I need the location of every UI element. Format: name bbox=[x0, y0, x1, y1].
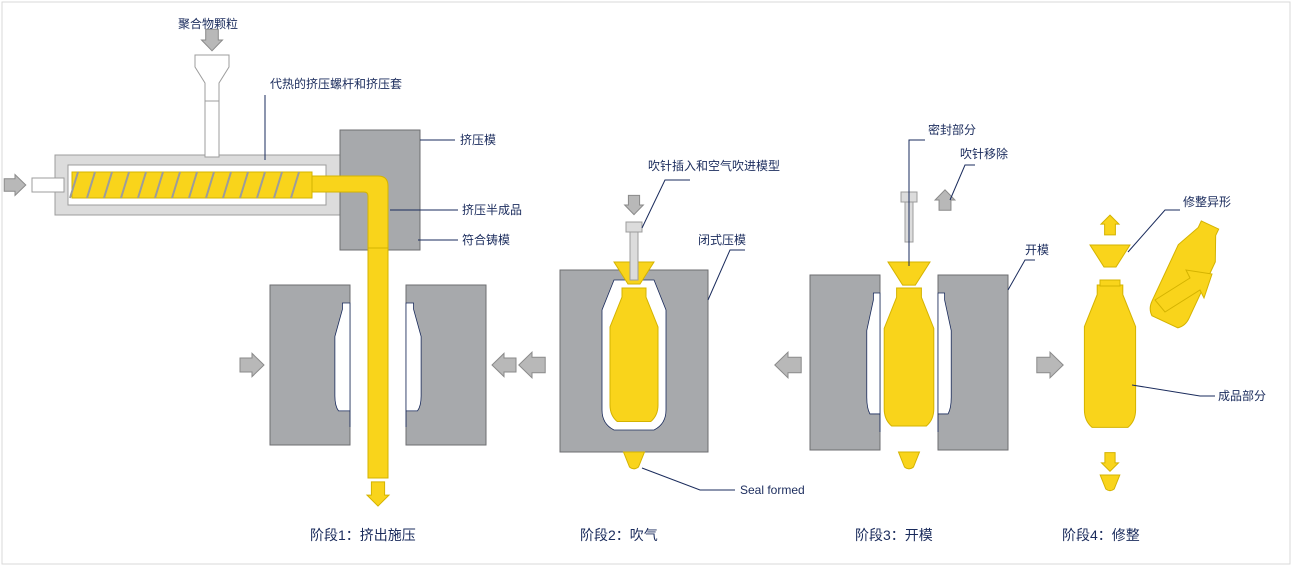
material-arrow bbox=[1101, 215, 1119, 235]
label-parison: 挤压半成品 bbox=[462, 202, 522, 217]
flow-arrow bbox=[775, 352, 801, 378]
parison bbox=[368, 248, 388, 478]
label-screw-barrel: 代热的挤压螺杆和挤压套 bbox=[270, 76, 402, 91]
label-open-mold: 开模 bbox=[1025, 243, 1049, 257]
bottle-shape bbox=[610, 288, 658, 422]
label-mold-cast: 符合铸模 bbox=[462, 232, 510, 247]
label-product: 成品部分 bbox=[1218, 388, 1266, 403]
caption-stage-2: 阶段2：吹气 bbox=[580, 527, 658, 543]
flow-arrow bbox=[492, 353, 516, 376]
flow-arrow bbox=[4, 175, 26, 196]
label-seal-formed: Seal formed bbox=[740, 483, 805, 497]
extruder-screw bbox=[70, 172, 312, 198]
tail-flash bbox=[1100, 475, 1120, 491]
top-flash bbox=[1090, 245, 1130, 267]
label-extrusion-head: 挤压模 bbox=[460, 132, 496, 147]
caption-stage-4: 阶段4：修整 bbox=[1062, 527, 1140, 543]
material-arrow bbox=[367, 482, 389, 506]
flow-arrow bbox=[625, 195, 644, 214]
bottle-shape bbox=[884, 288, 934, 426]
flow-arrow bbox=[202, 29, 223, 51]
flow-arrow bbox=[519, 352, 545, 378]
blow-molding-diagram: 聚合物颗粒代热的挤压螺杆和挤压套挤压模挤压半成品符合铸模阶段1：挤出施压 吹针插入… bbox=[0, 0, 1292, 566]
label-closed-mold: 闭式压模 bbox=[698, 233, 746, 247]
bottle-shape bbox=[1084, 285, 1135, 427]
label-blow-pin: 吹针插入和空气吹进模型 bbox=[648, 158, 780, 173]
label-trim: 修整异形 bbox=[1183, 194, 1231, 209]
flow-arrow bbox=[935, 190, 955, 210]
tail-flash bbox=[624, 452, 645, 469]
tail-flash bbox=[899, 452, 920, 469]
material-arrow bbox=[1102, 453, 1119, 472]
blow-pin bbox=[630, 230, 638, 280]
label-polymer-granules: 聚合物颗粒 bbox=[178, 16, 238, 31]
flow-arrow bbox=[1037, 352, 1063, 378]
label-pin-remove: 吹针移除 bbox=[960, 146, 1008, 161]
flow-arrow bbox=[240, 353, 264, 376]
hopper bbox=[195, 55, 229, 101]
caption-stage-3: 阶段3：开模 bbox=[855, 527, 933, 543]
label-seal-part: 密封部分 bbox=[928, 122, 976, 137]
caption-stage-1: 阶段1：挤出施压 bbox=[310, 527, 416, 543]
